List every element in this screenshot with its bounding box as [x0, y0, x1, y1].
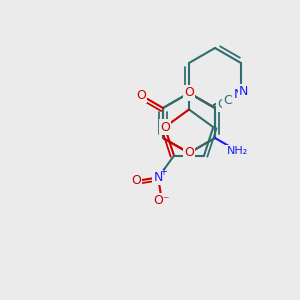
Text: O: O	[184, 86, 194, 100]
Text: C: C	[224, 94, 232, 107]
Text: O⁻: O⁻	[153, 194, 170, 207]
Text: O: O	[160, 121, 170, 134]
Text: N: N	[154, 171, 163, 184]
Text: N: N	[234, 88, 243, 101]
Text: O: O	[131, 175, 141, 188]
Text: +: +	[159, 167, 167, 178]
Text: N: N	[234, 92, 243, 101]
Text: N: N	[239, 85, 248, 98]
Text: O: O	[184, 146, 194, 160]
Text: NH₂: NH₂	[226, 146, 248, 156]
Text: N: N	[154, 171, 163, 184]
Text: C: C	[217, 98, 226, 111]
Text: C: C	[235, 92, 242, 101]
Text: O: O	[136, 89, 146, 102]
